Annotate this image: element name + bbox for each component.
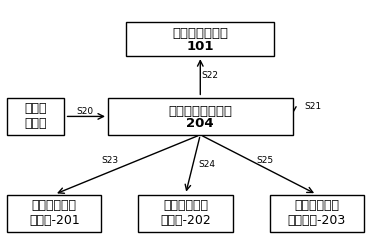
Text: S24: S24 — [198, 160, 216, 169]
Text: 机顶盒视频点
播平台-201: 机顶盒视频点 播平台-201 — [29, 199, 80, 227]
Text: 101: 101 — [187, 40, 214, 53]
Text: 流媒体
内容源: 流媒体 内容源 — [24, 102, 47, 130]
FancyBboxPatch shape — [108, 98, 293, 135]
Text: S22: S22 — [201, 71, 218, 80]
FancyBboxPatch shape — [270, 195, 364, 232]
Text: S25: S25 — [256, 156, 273, 165]
Text: S21: S21 — [305, 102, 322, 111]
Text: 移动终端视频
点播平台-203: 移动终端视频 点播平台-203 — [288, 199, 346, 227]
Text: 媒体资产管理平台: 媒体资产管理平台 — [168, 105, 232, 118]
FancyBboxPatch shape — [7, 195, 101, 232]
FancyBboxPatch shape — [7, 98, 65, 135]
FancyBboxPatch shape — [127, 22, 274, 56]
Text: 204: 204 — [187, 117, 214, 130]
Text: 计算机视频点
播平台-202: 计算机视频点 播平台-202 — [160, 199, 211, 227]
Text: S20: S20 — [76, 107, 93, 116]
FancyBboxPatch shape — [138, 195, 233, 232]
Text: 元数据关联模块: 元数据关联模块 — [172, 27, 228, 40]
Text: S23: S23 — [101, 156, 118, 165]
